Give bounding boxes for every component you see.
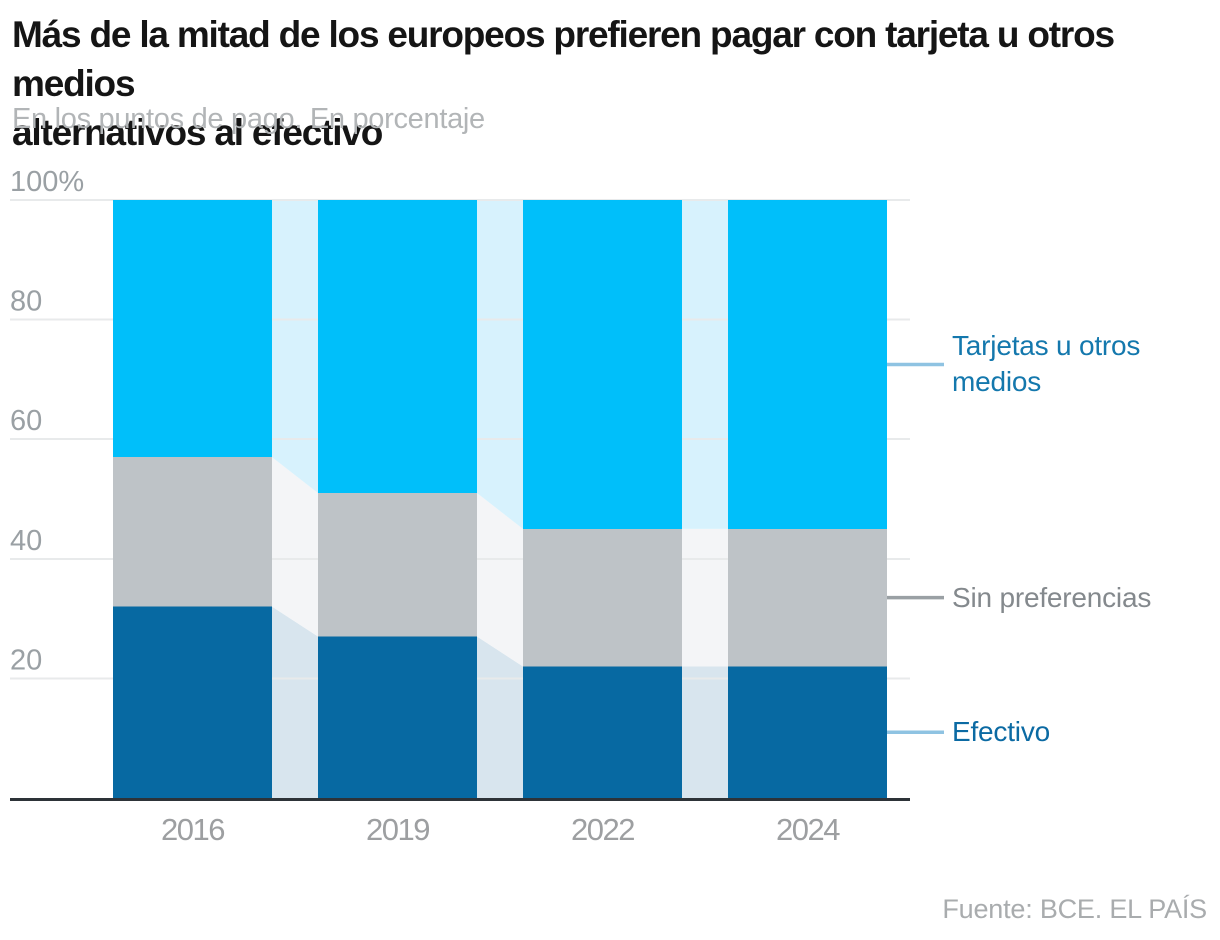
bar-2019-tarjetas-u-otros-medios bbox=[318, 200, 477, 494]
chart-title-line-1: Más de la mitad de los europeos prefiere… bbox=[12, 14, 1115, 104]
x-tick-label-2019: 2019 bbox=[366, 812, 429, 847]
y-tick-label-40: 40 bbox=[10, 525, 42, 557]
y-tick-label-60: 60 bbox=[10, 405, 42, 437]
x-tick-label-2022: 2022 bbox=[571, 812, 634, 847]
x-tick-label-2016: 2016 bbox=[161, 812, 224, 847]
legend-label-efectivo: Efectivo bbox=[952, 716, 1050, 748]
bar-2022-tarjetas-u-otros-medios bbox=[523, 200, 682, 529]
connector-tarjetas-u-otros-medios-gap-2 bbox=[477, 200, 523, 529]
connector-efectivo-gap-3 bbox=[682, 666, 728, 798]
bar-2022-efectivo bbox=[523, 666, 682, 798]
bar-2024-efectivo bbox=[728, 666, 887, 798]
bar-2019-efectivo bbox=[318, 636, 477, 798]
connector-tarjetas-u-otros-medios-gap-1 bbox=[272, 200, 318, 494]
chart-title: Más de la mitad de los europeos prefiere… bbox=[12, 10, 1212, 157]
legend-label-sin-preferencias: Sin preferencias bbox=[952, 581, 1152, 613]
bar-2019-sin-preferencias bbox=[318, 493, 477, 637]
connector-sin-preferencias-gap-3 bbox=[682, 528, 728, 667]
y-tick-label-100: 100% bbox=[10, 166, 84, 198]
chart-title-line-2: alternativos al efectivo bbox=[12, 112, 383, 153]
connector-sin-preferencias-gap-1 bbox=[272, 457, 318, 637]
connector-efectivo-gap-1 bbox=[272, 606, 318, 798]
bar-2024-sin-preferencias bbox=[728, 528, 887, 667]
legend-label-tarjetas-u-otros-medios: Tarjetas u otros medios bbox=[952, 330, 1141, 398]
connector-tarjetas-u-otros-medios-gap-3 bbox=[682, 200, 728, 529]
y-tick-label-80: 80 bbox=[10, 286, 42, 318]
source-attribution: Fuente: BCE. EL PAÍS bbox=[942, 894, 1207, 924]
chart-subtitle: En los puntos de pago. En porcentaje bbox=[12, 103, 485, 135]
bar-2016-sin-preferencias bbox=[113, 457, 272, 607]
connector-efectivo-gap-2 bbox=[477, 636, 523, 798]
bar-2016-efectivo bbox=[113, 606, 272, 798]
bar-2022-sin-preferencias bbox=[523, 528, 682, 667]
connector-sin-preferencias-gap-2 bbox=[477, 493, 523, 667]
x-tick-label-2024: 2024 bbox=[776, 812, 840, 847]
bar-2024-tarjetas-u-otros-medios bbox=[728, 200, 887, 529]
y-tick-label-20: 20 bbox=[10, 644, 42, 676]
bar-2016-tarjetas-u-otros-medios bbox=[113, 200, 272, 458]
